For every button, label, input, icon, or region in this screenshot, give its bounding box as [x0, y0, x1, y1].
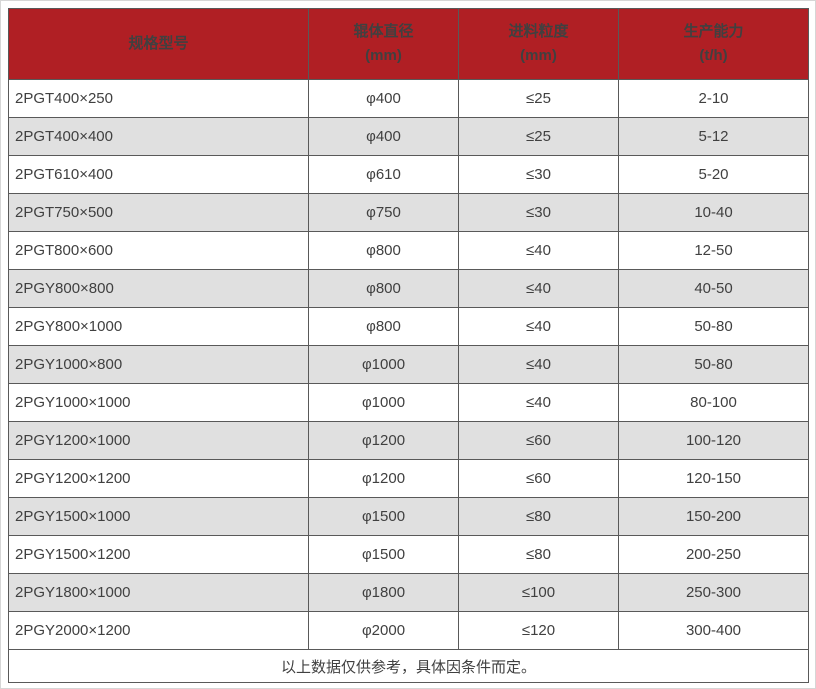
table-row: 2PGY2000×1200 φ2000 ≤120 300-400 — [8, 611, 809, 650]
cell-roller-diameter: φ800 — [308, 231, 459, 270]
footer-note: 以上数据仅供参考，具体因条件而定。 — [8, 649, 809, 683]
table-row: 2PGT800×600 φ800 ≤40 12-50 — [8, 231, 809, 270]
footer-row: 以上数据仅供参考，具体因条件而定。 — [8, 649, 809, 683]
header-row: 规格型号 辊体直径 (mm) 进料粒度 (mm) 生产能力 (t/h) — [8, 8, 809, 80]
cell-roller-diameter: φ1200 — [308, 459, 459, 498]
table-row: 2PGT400×250 φ400 ≤25 2-10 — [8, 79, 809, 118]
cell-feed-size: ≤40 — [458, 231, 619, 270]
cell-model: 2PGT400×250 — [8, 79, 309, 118]
cell-capacity: 80-100 — [618, 383, 809, 422]
cell-model: 2PGT750×500 — [8, 193, 309, 232]
cell-capacity: 120-150 — [618, 459, 809, 498]
cell-feed-size: ≤40 — [458, 383, 619, 422]
cell-capacity: 150-200 — [618, 497, 809, 536]
cell-roller-diameter: φ1200 — [308, 421, 459, 460]
cell-model: 2PGY1200×1000 — [8, 421, 309, 460]
cell-feed-size: ≤80 — [458, 497, 619, 536]
header-feed-size: 进料粒度 (mm) — [458, 8, 619, 80]
cell-feed-size: ≤60 — [458, 421, 619, 460]
cell-feed-size: ≤60 — [458, 459, 619, 498]
table-row: 2PGT400×400 φ400 ≤25 5-12 — [8, 117, 809, 156]
cell-capacity: 12-50 — [618, 231, 809, 270]
table-row: 2PGY1200×1200 φ1200 ≤60 120-150 — [8, 459, 809, 498]
cell-roller-diameter: φ800 — [308, 269, 459, 308]
cell-roller-diameter: φ800 — [308, 307, 459, 346]
header-roller-diameter: 辊体直径 (mm) — [308, 8, 459, 80]
table-row: 2PGY1200×1000 φ1200 ≤60 100-120 — [8, 421, 809, 460]
table-row: 2PGY800×1000 φ800 ≤40 50-80 — [8, 307, 809, 346]
cell-capacity: 5-20 — [618, 155, 809, 194]
table-row: 2PGY1500×1200 φ1500 ≤80 200-250 — [8, 535, 809, 574]
cell-capacity: 40-50 — [618, 269, 809, 308]
cell-roller-diameter: φ610 — [308, 155, 459, 194]
spec-table: 规格型号 辊体直径 (mm) 进料粒度 (mm) 生产能力 (t/h) 2PGT… — [8, 8, 809, 683]
cell-capacity: 100-120 — [618, 421, 809, 460]
cell-model: 2PGT610×400 — [8, 155, 309, 194]
cell-model: 2PGY1500×1000 — [8, 497, 309, 536]
cell-capacity: 50-80 — [618, 345, 809, 384]
cell-feed-size: ≤30 — [458, 155, 619, 194]
cell-model: 2PGY800×800 — [8, 269, 309, 308]
table-row: 2PGY800×800 φ800 ≤40 40-50 — [8, 269, 809, 308]
cell-feed-size: ≤30 — [458, 193, 619, 232]
header-capacity-unit: (t/h) — [699, 47, 728, 64]
cell-roller-diameter: φ400 — [308, 117, 459, 156]
cell-roller-diameter: φ1000 — [308, 383, 459, 422]
cell-roller-diameter: φ400 — [308, 79, 459, 118]
cell-capacity: 50-80 — [618, 307, 809, 346]
cell-capacity: 5-12 — [618, 117, 809, 156]
cell-feed-size: ≤80 — [458, 535, 619, 574]
table-row: 2PGY1000×1000 φ1000 ≤40 80-100 — [8, 383, 809, 422]
table-row: 2PGT750×500 φ750 ≤30 10-40 — [8, 193, 809, 232]
cell-model: 2PGY1200×1200 — [8, 459, 309, 498]
cell-roller-diameter: φ1500 — [308, 497, 459, 536]
cell-feed-size: ≤120 — [458, 611, 619, 650]
header-feed-size-unit: (mm) — [520, 47, 557, 64]
cell-capacity: 250-300 — [618, 573, 809, 612]
cell-model: 2PGY2000×1200 — [8, 611, 309, 650]
header-roller-diameter-unit: (mm) — [365, 47, 402, 64]
cell-feed-size: ≤25 — [458, 79, 619, 118]
cell-model: 2PGY1500×1200 — [8, 535, 309, 574]
cell-model: 2PGT400×400 — [8, 117, 309, 156]
cell-model: 2PGT800×600 — [8, 231, 309, 270]
table-row: 2PGY1500×1000 φ1500 ≤80 150-200 — [8, 497, 809, 536]
cell-roller-diameter: φ750 — [308, 193, 459, 232]
cell-model: 2PGY1000×1000 — [8, 383, 309, 422]
cell-capacity: 200-250 — [618, 535, 809, 574]
cell-capacity: 2-10 — [618, 79, 809, 118]
table-row: 2PGY1000×800 φ1000 ≤40 50-80 — [8, 345, 809, 384]
table-body: 2PGT400×250 φ400 ≤25 2-10 2PGT400×400 φ400 ≤25… — [8, 79, 809, 650]
cell-model: 2PGY800×1000 — [8, 307, 309, 346]
header-capacity: 生产能力 (t/h) — [618, 8, 809, 80]
cell-roller-diameter: φ1000 — [308, 345, 459, 384]
header-roller-diameter-label: 辊体直径 — [353, 23, 414, 40]
table-row: 2PGT610×400 φ610 ≤30 5-20 — [8, 155, 809, 194]
cell-capacity: 300-400 — [618, 611, 809, 650]
cell-roller-diameter: φ2000 — [308, 611, 459, 650]
cell-feed-size: ≤100 — [458, 573, 619, 612]
cell-roller-diameter: φ1800 — [308, 573, 459, 612]
header-model: 规格型号 — [8, 8, 309, 80]
cell-feed-size: ≤40 — [458, 345, 619, 384]
header-capacity-label: 生产能力 — [683, 23, 744, 40]
table-row: 2PGY1800×1000 φ1800 ≤100 250-300 — [8, 573, 809, 612]
cell-feed-size: ≤40 — [458, 307, 619, 346]
header-feed-size-label: 进料粒度 — [508, 23, 569, 40]
cell-model: 2PGY1800×1000 — [8, 573, 309, 612]
cell-capacity: 10-40 — [618, 193, 809, 232]
cell-feed-size: ≤40 — [458, 269, 619, 308]
header-model-label: 规格型号 — [128, 35, 189, 52]
cell-feed-size: ≤25 — [458, 117, 619, 156]
cell-roller-diameter: φ1500 — [308, 535, 459, 574]
cell-model: 2PGY1000×800 — [8, 345, 309, 384]
